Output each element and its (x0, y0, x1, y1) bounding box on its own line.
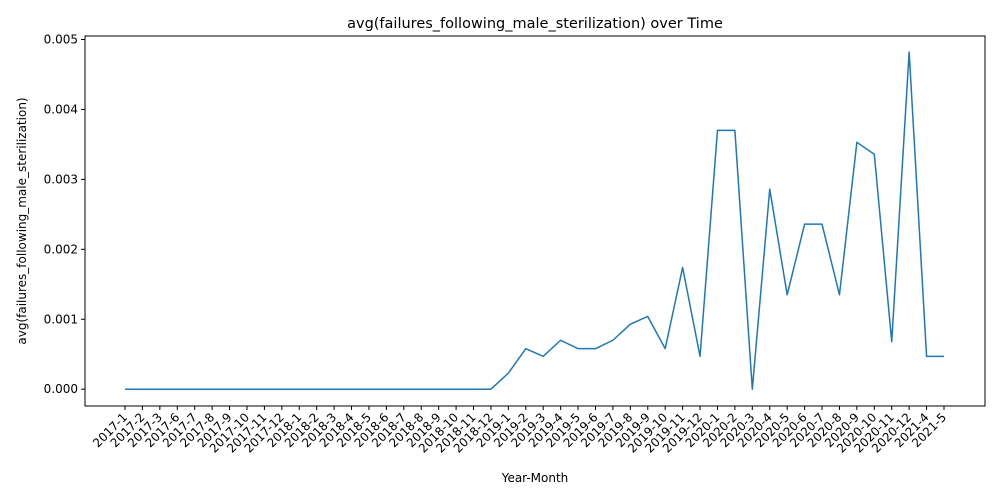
plot-area: 0.000 0.001 0.002 0.003 0.004 0.005 2017-1201… (44, 32, 986, 456)
y-tick-label: 0.003 (44, 172, 78, 186)
y-tick-label: 0.004 (44, 102, 78, 116)
y-axis-ticks: 0.000 0.001 0.002 0.003 0.004 0.005 (44, 32, 85, 396)
axes-frame (84, 35, 986, 407)
y-tick-label: 0.001 (44, 312, 78, 326)
x-axis-label: Year-Month (501, 471, 569, 485)
series-layer (124, 51, 945, 390)
y-tick-label: 0.002 (44, 242, 78, 256)
y-tick-label: 0.005 (44, 32, 78, 46)
x-axis-ticks: 2017-12017-22017-32017-62017-72017-82017… (90, 406, 949, 456)
chart-title: avg(failures_following_male_sterilizatio… (347, 16, 723, 32)
series-line (125, 51, 944, 390)
y-tick-label: 0.000 (44, 382, 78, 396)
y-axis-label: avg(failures_following_male_sterilizatio… (15, 97, 29, 344)
